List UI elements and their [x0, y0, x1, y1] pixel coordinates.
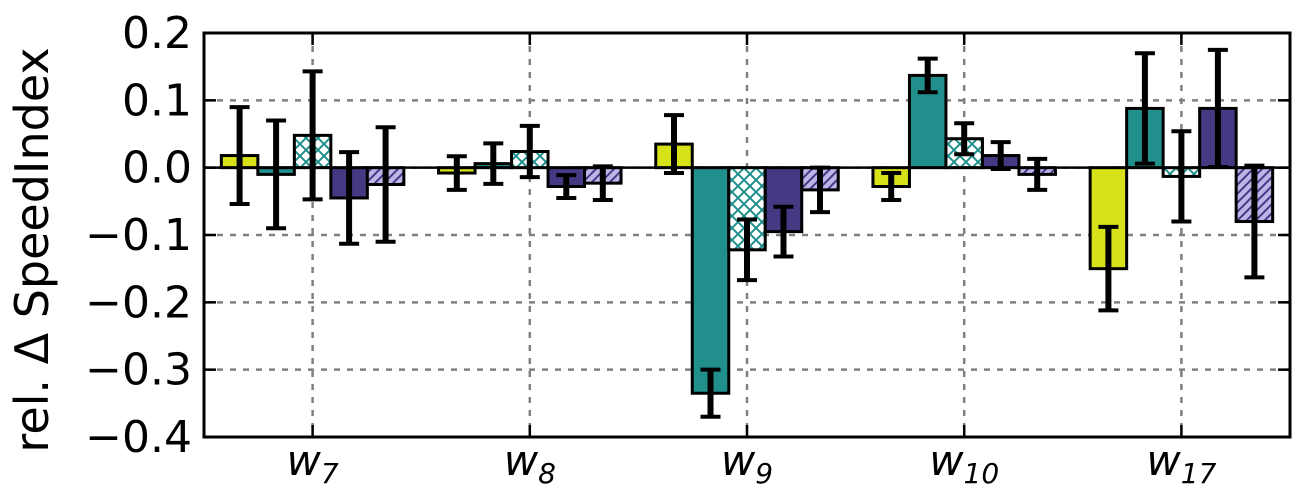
axes: [202, 31, 1292, 439]
y-axis-title: rel. Δ SpeedIndex: [5, 47, 59, 452]
x-tick-label: w7: [287, 436, 339, 490]
y-tick-label: −0.3: [85, 345, 192, 396]
x-tick-label: w17: [1146, 436, 1216, 490]
y-tick-label: −0.4: [85, 412, 192, 463]
bar: [690, 166, 731, 395]
y-tick-label: 0.2: [122, 8, 192, 59]
bar: [763, 166, 804, 234]
x-tick-label: w8: [504, 436, 556, 490]
x-tick-label: w9: [721, 436, 773, 490]
x-tick-label: w10: [929, 436, 999, 490]
y-tick-label: −0.2: [85, 277, 192, 328]
y-tick-label: 0.1: [122, 75, 192, 126]
y-tick-label: 0.0: [122, 143, 192, 194]
y-tick-label: −0.1: [85, 210, 192, 261]
axis-labels: −0.4 −0.3 −0.2 −0.1 0.0 0.1 0.2 w7 w8 w9 w10 w17 rel…: [5, 8, 1217, 490]
